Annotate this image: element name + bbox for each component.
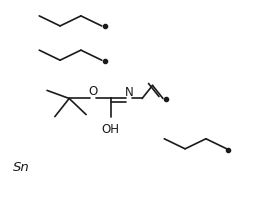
- Text: O: O: [88, 85, 97, 98]
- Text: OH: OH: [102, 122, 120, 135]
- Text: N: N: [125, 85, 134, 98]
- Text: Sn: Sn: [13, 161, 30, 174]
